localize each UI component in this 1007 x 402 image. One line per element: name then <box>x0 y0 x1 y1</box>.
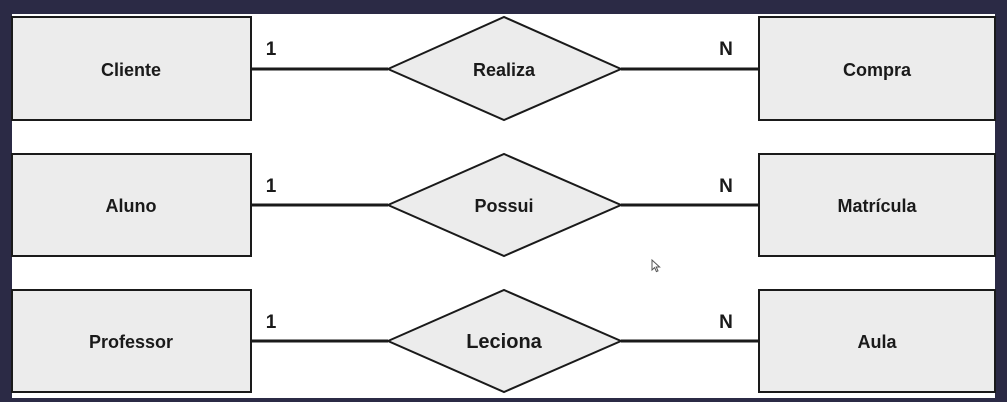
entity-label-right: Compra <box>843 60 912 80</box>
entity-label-left: Professor <box>89 332 173 352</box>
relation-label: Possui <box>474 196 533 216</box>
entity-box-left[interactable] <box>11 16 252 121</box>
entity-label-left: Aluno <box>106 196 157 216</box>
cardinality-right: N <box>719 39 733 60</box>
relation-diamond[interactable] <box>385 288 624 394</box>
relation-diamond[interactable] <box>385 152 624 258</box>
cardinality-right: N <box>719 176 733 197</box>
relationship-row-3: Professor Aula Leciona 1 N <box>11 288 996 394</box>
relationship-row-2: Aluno Matrícula Possui 1 N <box>11 152 996 258</box>
entity-box-left[interactable] <box>11 289 252 393</box>
relation-label: Leciona <box>466 331 542 353</box>
entity-label-right: Aula <box>857 332 897 352</box>
cardinality-left: 1 <box>266 39 277 60</box>
entity-box-left[interactable] <box>11 153 252 257</box>
entity-box-right[interactable] <box>758 16 996 121</box>
relation-diamond[interactable] <box>385 15 624 122</box>
cardinality-right: N <box>719 312 733 333</box>
relationship-row-1: Cliente Compra Realiza 1 N <box>11 15 996 122</box>
entity-box-right[interactable] <box>758 289 996 393</box>
entity-label-left: Cliente <box>101 60 161 80</box>
cardinality-left: 1 <box>266 176 277 197</box>
cardinality-left: 1 <box>266 312 277 333</box>
entity-label-right: Matrícula <box>837 196 917 216</box>
relation-label: Realiza <box>473 60 536 80</box>
entity-box-right[interactable] <box>758 153 996 257</box>
mouse-pointer-icon <box>651 259 661 273</box>
